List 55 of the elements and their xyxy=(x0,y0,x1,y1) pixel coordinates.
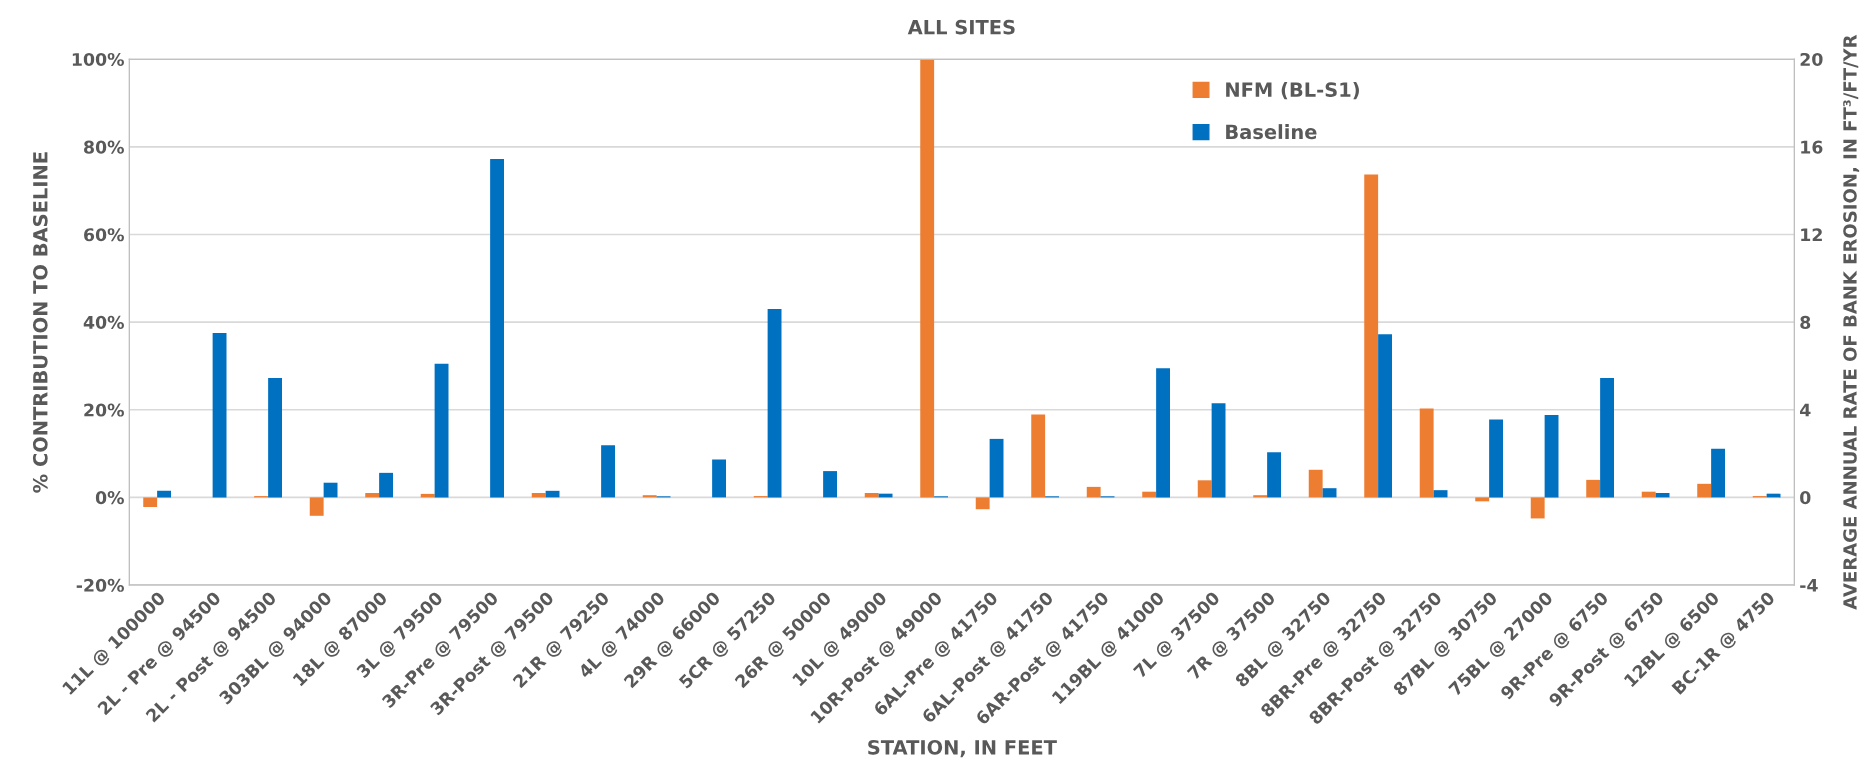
bar xyxy=(1308,469,1323,498)
bar xyxy=(434,363,449,498)
y2-tick-label: 12 xyxy=(1801,228,1822,242)
y-tick-label: 80% xyxy=(84,140,124,154)
y2-tick-label: 8 xyxy=(1800,315,1811,329)
y-axis-title: % CONTRIBUTION TO BASELINE xyxy=(32,152,48,493)
bar xyxy=(823,471,837,498)
bar xyxy=(1697,483,1712,498)
bar xyxy=(1711,448,1725,498)
y2-tick-label: 4 xyxy=(1800,403,1811,417)
y-tick-label: 0% xyxy=(95,491,124,505)
y-tick-label: 60% xyxy=(84,228,124,242)
chart-title: ALL SITES xyxy=(907,19,1015,35)
y2-tick-label: 16 xyxy=(1801,140,1823,154)
bar xyxy=(1419,408,1434,498)
y-tick-label: 40% xyxy=(83,315,124,329)
bar xyxy=(268,377,282,498)
bar xyxy=(1197,480,1212,498)
bar xyxy=(1086,486,1101,498)
bar xyxy=(975,497,990,510)
bar xyxy=(601,445,615,498)
bar xyxy=(1211,403,1226,498)
bar xyxy=(920,59,935,498)
bar xyxy=(1253,495,1268,498)
bar xyxy=(1489,419,1503,498)
legend-label: NFM (BL-S1) xyxy=(1226,81,1359,100)
bar xyxy=(1433,490,1448,498)
x-axis-title: STATION, IN FEET xyxy=(868,739,1057,758)
bar xyxy=(365,493,380,498)
bar xyxy=(1156,368,1170,498)
bar xyxy=(1530,497,1545,519)
bar xyxy=(989,438,1004,498)
y-tick-label: 100% xyxy=(72,52,124,67)
bar xyxy=(1600,377,1614,498)
bar xyxy=(490,158,504,498)
legend-label: Baseline xyxy=(1226,124,1317,140)
bar xyxy=(157,490,171,498)
bar xyxy=(1586,479,1601,498)
bar xyxy=(379,472,393,498)
y2-tick-label: -4 xyxy=(1800,578,1818,592)
bar xyxy=(309,497,324,516)
bar xyxy=(1544,415,1559,498)
bar xyxy=(1031,414,1046,498)
bar xyxy=(212,333,227,498)
bar xyxy=(323,482,338,498)
y2-tick-label: 0 xyxy=(1800,491,1811,505)
bar xyxy=(143,497,158,508)
y2-tick-label: 20 xyxy=(1800,52,1823,67)
bar xyxy=(1267,452,1281,498)
y2-axis-title: AVERAGE ANNUAL RATE OF BANK EROSION, IN FT³/FT/YR xyxy=(1843,34,1860,610)
y-tick-label: -20% xyxy=(76,578,124,592)
y-tick-label: 20% xyxy=(84,403,124,417)
bar xyxy=(767,308,782,498)
bar xyxy=(1475,497,1490,502)
bar xyxy=(712,459,726,498)
